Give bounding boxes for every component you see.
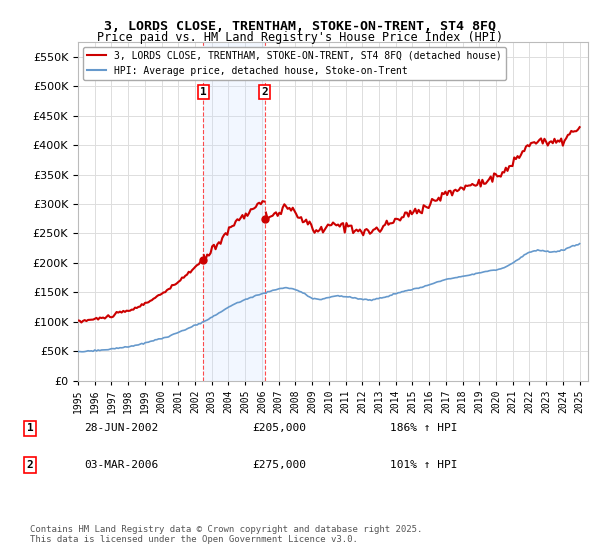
Text: 186% ↑ HPI: 186% ↑ HPI bbox=[390, 423, 458, 433]
Legend: 3, LORDS CLOSE, TRENTHAM, STOKE-ON-TRENT, ST4 8FQ (detached house), HPI: Average: 3, LORDS CLOSE, TRENTHAM, STOKE-ON-TRENT… bbox=[83, 47, 506, 80]
Text: 03-MAR-2006: 03-MAR-2006 bbox=[84, 460, 158, 470]
Text: £205,000: £205,000 bbox=[252, 423, 306, 433]
Text: 2: 2 bbox=[262, 87, 268, 97]
Text: £275,000: £275,000 bbox=[252, 460, 306, 470]
Text: 101% ↑ HPI: 101% ↑ HPI bbox=[390, 460, 458, 470]
Text: Price paid vs. HM Land Registry's House Price Index (HPI): Price paid vs. HM Land Registry's House … bbox=[97, 31, 503, 44]
Bar bbox=[203, 42, 265, 381]
Text: 1: 1 bbox=[200, 87, 207, 97]
Text: 2: 2 bbox=[26, 460, 34, 470]
Text: Contains HM Land Registry data © Crown copyright and database right 2025.
This d: Contains HM Land Registry data © Crown c… bbox=[30, 525, 422, 544]
Text: 1: 1 bbox=[26, 423, 34, 433]
Text: 28-JUN-2002: 28-JUN-2002 bbox=[84, 423, 158, 433]
Text: 3, LORDS CLOSE, TRENTHAM, STOKE-ON-TRENT, ST4 8FQ: 3, LORDS CLOSE, TRENTHAM, STOKE-ON-TRENT… bbox=[104, 20, 496, 32]
